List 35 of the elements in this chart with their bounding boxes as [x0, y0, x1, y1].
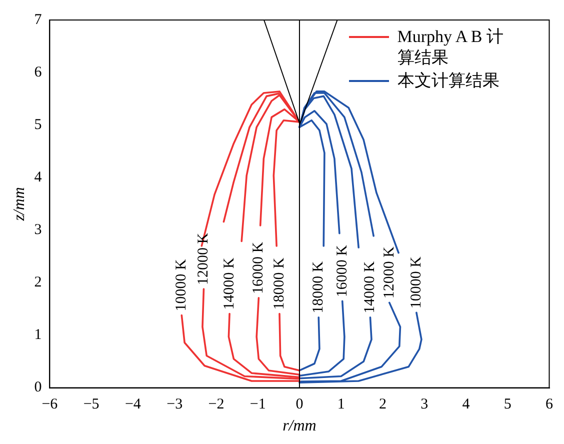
annotation: 14000 K — [221, 257, 238, 310]
x-tick-label: −2 — [208, 396, 224, 413]
annotation: 16000 K — [250, 242, 267, 294]
annotation: 10000 K — [174, 259, 190, 312]
x-tick-label: −1 — [250, 396, 266, 413]
y-tick-label: 6 — [34, 64, 42, 80]
x-axis-title: r/mm — [282, 418, 316, 435]
y-tick-label: 4 — [34, 170, 42, 186]
x-tick-label: 0 — [296, 396, 304, 413]
y-tick-label: 0 — [34, 380, 42, 396]
x-tick-label: −5 — [83, 396, 100, 413]
x-tick-label: 2 — [378, 396, 386, 413]
y-tick-label: 7 — [34, 12, 42, 28]
annotation: 16000 K — [334, 244, 350, 298]
y-tick-label: 3 — [34, 222, 42, 238]
y-tick-label: 2 — [34, 274, 42, 291]
annotation: 18000 K — [310, 261, 327, 314]
x-tick-label: −4 — [124, 396, 142, 413]
annotation: 18000 K — [271, 257, 288, 310]
annotation: 10000 K — [408, 256, 424, 309]
x-tick-label: −3 — [166, 396, 183, 413]
x-tick-label: 4 — [462, 396, 470, 413]
annotation: 14000 K — [362, 261, 378, 314]
legend-label: 本文计算结果 — [397, 70, 500, 91]
x-tick-label: 5 — [504, 396, 512, 413]
y-axis-title: z/mm — [10, 187, 28, 222]
x-tick-label: 1 — [337, 396, 345, 413]
annotation: 12000 K — [196, 232, 212, 286]
x-tick-label: −6 — [42, 396, 58, 413]
y-tick-label: 1 — [34, 327, 42, 344]
x-tick-label: 6 — [546, 396, 554, 413]
annotation: 12000 K — [381, 246, 398, 299]
y-tick-label: 5 — [34, 117, 42, 134]
x-tick-label: 3 — [420, 396, 428, 413]
legend-label: Murphy A B 计算结果 — [397, 26, 505, 68]
